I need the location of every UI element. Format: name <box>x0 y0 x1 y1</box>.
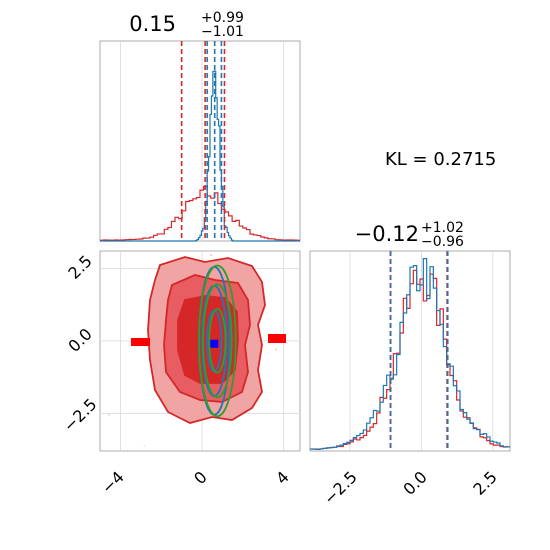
marginal-y-title-sub: −0.96 <box>421 234 464 250</box>
histogram-series <box>310 258 510 450</box>
scatter-point <box>108 413 111 416</box>
joint-x-tick-label: 0 <box>190 467 211 488</box>
scatter-point <box>275 348 277 351</box>
red-outlier-block-right <box>268 334 286 343</box>
joint-x-tick-label: 4 <box>272 467 293 488</box>
marginal-y-panel: −0.12 +1.02 −0.96 <box>309 220 511 452</box>
kl-annotation: KL = 0.2715 <box>385 149 496 170</box>
marginal-x-title-sup: +0.99 <box>201 10 244 26</box>
joint-y-tick-label: 2.5 <box>64 251 95 282</box>
blue-green-ellipse-contours <box>198 264 237 418</box>
marginal-x-title-sub: −1.01 <box>201 24 244 40</box>
marginal-y-title-main: −0.12 <box>355 222 419 246</box>
histogram-series <box>100 185 300 241</box>
green-ellipse-contour <box>198 264 237 418</box>
marginal-y-grid <box>349 251 494 451</box>
scatter-point <box>143 444 146 447</box>
marginal-y-quantile-lines <box>389 251 449 451</box>
marginal-x-title-main: 0.15 <box>129 12 176 36</box>
marginal-y-x-tick-label: 0.0 <box>399 467 430 498</box>
marginal-y-x-tick-label: 2.5 <box>469 467 500 498</box>
green-ellipse-contour <box>208 308 227 374</box>
joint-y-tick-label: 0.0 <box>64 324 95 355</box>
marginal-x-grid <box>120 41 285 241</box>
marginal-x-panel: 0.15 +0.99 −1.01 <box>99 10 301 242</box>
marginal-x-quantile-lines <box>180 41 226 241</box>
joint-panel <box>99 250 301 452</box>
marginal-y-title-sup: +1.02 <box>421 220 464 236</box>
green-ellipse-contour <box>202 283 233 399</box>
marginal-y-histograms <box>310 258 510 450</box>
red-outlier-block-left <box>131 338 150 346</box>
marginal-x-frame <box>99 40 301 242</box>
joint-x-tick-label: −4 <box>98 467 128 497</box>
marginal-y-x-tick-label: −2.5 <box>320 467 361 508</box>
blue-truth-marker <box>210 339 219 348</box>
scatter-point <box>210 254 213 257</box>
joint-y-tick-label: −2.5 <box>60 395 101 436</box>
